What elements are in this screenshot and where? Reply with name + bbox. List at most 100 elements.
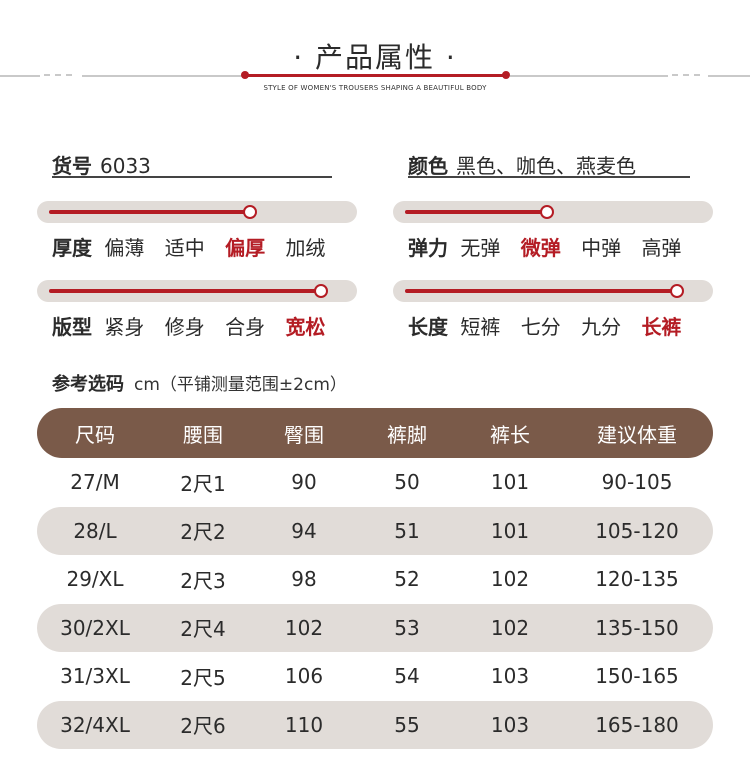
length-option: 七分 [520, 315, 561, 339]
header-divider-right [708, 75, 750, 77]
table-cell: 29/XL [66, 567, 124, 592]
table-row: 31/3XL 2尺5 106 54 103 150-165 [37, 652, 713, 701]
table-cell: 94 [291, 518, 317, 543]
size-table-header: 尺码 腰围 臀围 裤脚 裤长 建议体重 [37, 408, 713, 458]
table-cell: 106 [284, 664, 324, 689]
elasticity-option: 高弹 [641, 236, 682, 260]
table-cell: 103 [490, 712, 530, 737]
header-cell: 腰围 [183, 422, 223, 447]
header-dots-right [672, 74, 705, 76]
fit-level-fill [49, 289, 322, 293]
fit-option: 合身 [225, 315, 266, 339]
item-number-label: 货号 [52, 154, 92, 178]
item-number-value: 6033 [100, 154, 151, 178]
header-divider-left-inner [82, 75, 245, 77]
table-cell: 90-105 [601, 470, 673, 495]
length-level-knob [670, 284, 685, 298]
thickness-options: 厚度 偏薄 适中 偏厚 加绒 [52, 232, 339, 261]
fit-label: 版型 [52, 315, 92, 339]
thickness-option: 适中 [164, 236, 205, 260]
length-level-bar [393, 280, 713, 302]
table-cell: 53 [394, 615, 420, 640]
thickness-level-bar [37, 201, 357, 223]
table-row: 27/M 2尺1 90 50 101 90-105 [37, 458, 713, 507]
elasticity-level-knob [540, 205, 555, 219]
fit-options: 版型 紧身 修身 合身 宽松 [52, 311, 339, 340]
header-accent-line [245, 74, 505, 77]
fit-level-knob [314, 284, 329, 298]
thickness-option: 加绒 [285, 236, 326, 260]
table-cell: 165-180 [595, 712, 679, 737]
table-cell: 2尺2 [180, 520, 226, 545]
fit-level-bar [37, 280, 357, 302]
item-number-field: 货号 6033 [52, 150, 332, 178]
header-accent-dot-right [502, 71, 510, 79]
table-cell: 120-135 [595, 567, 679, 592]
size-table: 尺码 腰围 臀围 裤脚 裤长 建议体重 27/M 2尺1 90 50 101 9… [37, 408, 713, 749]
table-cell: 102 [490, 567, 530, 592]
thickness-level-knob [243, 205, 258, 219]
table-cell: 98 [291, 567, 317, 592]
table-row: 30/2XL 2尺4 102 53 102 135-150 [37, 603, 713, 652]
header-cell: 尺码 [75, 422, 115, 447]
table-cell: 135-150 [595, 615, 679, 640]
table-cell: 2尺3 [180, 568, 226, 593]
fit-option: 宽松 [285, 315, 326, 339]
table-cell: 27/M [70, 470, 120, 495]
header-divider-right-inner [510, 75, 668, 77]
length-option: 长裤 [641, 315, 682, 339]
table-cell: 2尺1 [180, 471, 226, 496]
thickness-label: 厚度 [52, 236, 92, 260]
elasticity-option: 中弹 [581, 236, 622, 260]
header-divider-left [0, 75, 40, 77]
table-cell: 2尺6 [180, 714, 226, 739]
table-cell: 50 [394, 470, 420, 495]
color-label: 颜色 [408, 154, 448, 178]
table-cell: 54 [394, 664, 420, 689]
table-cell: 110 [284, 712, 324, 737]
elasticity-level-fill [405, 210, 548, 214]
length-options: 长度 短裤 七分 九分 长裤 [408, 311, 695, 340]
elasticity-label: 弹力 [408, 236, 448, 260]
table-cell: 102 [490, 615, 530, 640]
fit-option: 紧身 [104, 315, 145, 339]
header-cell: 裤脚 [387, 422, 427, 447]
table-cell: 90 [291, 470, 317, 495]
elasticity-options: 弹力 无弹 微弹 中弹 高弹 [408, 232, 695, 261]
table-cell: 28/L [73, 518, 117, 543]
table-cell: 101 [490, 470, 530, 495]
header-cell: 裤长 [490, 422, 530, 447]
table-cell: 52 [394, 567, 420, 592]
table-row: 28/L 2尺2 94 51 101 105-120 [37, 506, 713, 555]
length-level-fill [405, 289, 678, 293]
header-cell: 臀围 [284, 422, 324, 447]
table-cell: 102 [284, 615, 324, 640]
table-cell: 30/2XL [60, 615, 130, 640]
page-title: · 产品属性 · [293, 41, 457, 74]
elasticity-level-bar [393, 201, 713, 223]
thickness-option: 偏薄 [104, 236, 145, 260]
table-cell: 103 [490, 664, 530, 689]
table-cell: 32/4XL [60, 712, 130, 737]
table-row: 29/XL 2尺3 98 52 102 120-135 [37, 555, 713, 604]
size-guide-note: cm（平铺测量范围±2cm） [134, 375, 347, 395]
table-cell: 55 [394, 712, 420, 737]
thickness-option: 偏厚 [225, 236, 266, 260]
length-option: 短裤 [460, 315, 501, 339]
elasticity-option: 无弹 [460, 236, 501, 260]
header-accent-dot-left [241, 71, 249, 79]
table-cell: 31/3XL [60, 664, 130, 689]
page-subtitle: STYLE OF WOMEN'S TROUSERS SHAPING A BEAU… [263, 84, 487, 92]
header-dots-left [44, 74, 77, 76]
fit-option: 修身 [164, 315, 205, 339]
color-value: 黑色、咖色、燕麦色 [456, 154, 636, 178]
table-cell: 101 [490, 518, 530, 543]
size-guide-heading: 参考选码 cm（平铺测量范围±2cm） [52, 370, 347, 396]
elasticity-option: 微弹 [520, 236, 561, 260]
thickness-level-fill [49, 210, 251, 214]
length-label: 长度 [408, 315, 448, 339]
table-cell: 2尺5 [180, 665, 226, 690]
size-guide-title: 参考选码 [52, 374, 124, 395]
table-cell: 2尺4 [180, 617, 226, 642]
table-row: 32/4XL 2尺6 110 55 103 165-180 [37, 700, 713, 749]
